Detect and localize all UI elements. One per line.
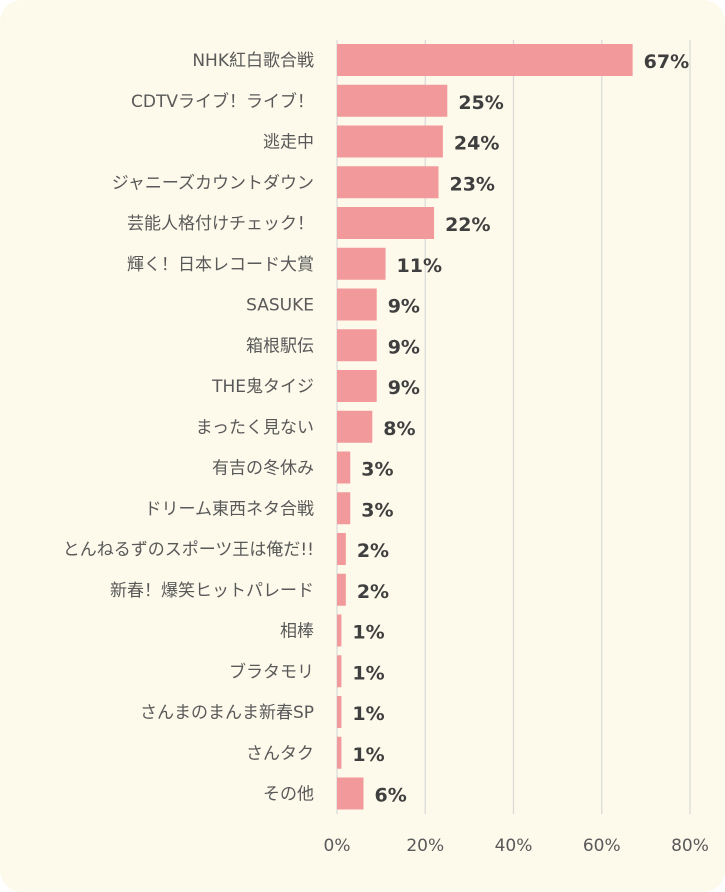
value-label: 9% [388, 296, 420, 318]
category-label: 新春！爆笑ヒットパレード [110, 581, 314, 601]
value-label: 67% [644, 51, 689, 73]
value-label: 8% [383, 418, 415, 440]
bar [337, 655, 342, 688]
value-label: 3% [361, 459, 393, 481]
category-label: CDTVライブ！ライブ！ [131, 91, 314, 112]
category-label: ドリーム東西ネタ合戦 [145, 499, 315, 519]
bar [337, 696, 342, 728]
category-label: さんまのまんま新春SP [140, 703, 314, 723]
bar [337, 84, 448, 117]
value-label: 1% [352, 703, 384, 725]
value-label: 22% [445, 214, 490, 236]
bar [337, 288, 377, 321]
category-label: ジャニーズカウントダウン [112, 173, 314, 193]
value-label: 6% [374, 785, 406, 807]
bar [337, 370, 377, 402]
bar [337, 207, 435, 239]
x-tick-label: 20% [406, 836, 444, 856]
x-tick-label: 0% [324, 836, 351, 856]
category-label: さんタク [246, 744, 314, 764]
bar [337, 125, 443, 158]
bar [337, 410, 373, 443]
value-label: 2% [357, 540, 389, 562]
bar [337, 614, 342, 647]
x-tick-label: 80% [671, 836, 709, 856]
bar [337, 777, 364, 810]
category-label: 箱根駅伝 [246, 336, 314, 356]
category-label: SASUKE [246, 296, 314, 316]
category-label: その他 [263, 785, 314, 805]
x-tick-label: 60% [583, 836, 621, 856]
category-label: 有吉の冬休み [212, 459, 314, 479]
bar [337, 166, 439, 199]
bar [337, 44, 633, 76]
value-label: 9% [388, 377, 420, 399]
category-label: 逃走中 [263, 133, 314, 153]
category-label: THE鬼タイジ [211, 377, 314, 397]
value-label: 1% [352, 744, 384, 766]
value-label: 3% [361, 499, 393, 521]
bar [337, 451, 351, 484]
category-label: まったく見ない [196, 418, 314, 438]
value-label: 9% [388, 336, 420, 358]
bar [337, 329, 377, 362]
value-label: 23% [449, 173, 494, 195]
bar [337, 533, 346, 565]
value-label: 1% [352, 622, 384, 644]
bar [337, 573, 346, 606]
category-label: ブラタモリ [229, 661, 314, 682]
category-label: 輝く！日本レコード大賞 [127, 255, 314, 275]
bar [337, 247, 386, 280]
value-label: 2% [357, 581, 389, 603]
bar [337, 736, 342, 769]
category-label: NHK紅白歌合戦 [192, 51, 314, 71]
x-tick-label: 40% [495, 836, 533, 856]
category-label: 芸能人格付けチェック！ [127, 214, 314, 234]
value-label: 25% [458, 92, 503, 114]
value-label: 24% [454, 133, 499, 155]
bar [337, 492, 351, 525]
value-label: 11% [397, 255, 442, 277]
value-label: 1% [352, 662, 384, 684]
category-label: 相棒 [280, 622, 314, 642]
category-label: とんねるずのスポーツ王は俺だ!! [63, 540, 314, 560]
